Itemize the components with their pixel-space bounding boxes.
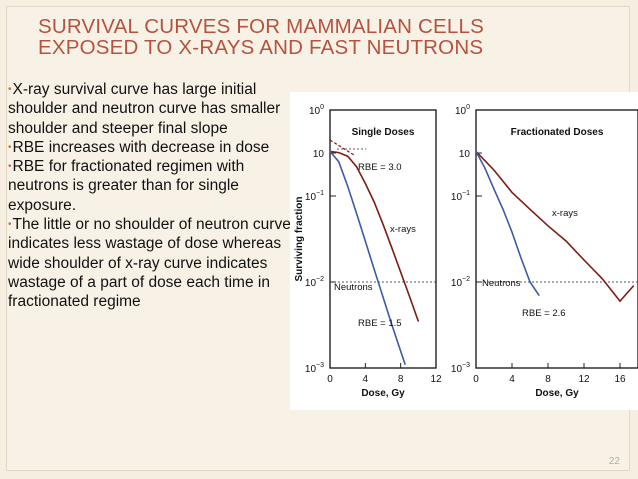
tick-label: 10−3: [451, 362, 470, 375]
tick-label: 10: [459, 149, 471, 160]
data-point: [347, 155, 349, 157]
bullet-marker-icon: •: [8, 161, 12, 173]
chart-annotation: RBE = 2.6: [522, 308, 566, 319]
data-point: [355, 212, 358, 214]
bullet-text: The little or no shoulder of neutron cur…: [8, 216, 291, 311]
tick-label: 4: [509, 374, 515, 385]
title-line-1: SURVIVAL CURVES FOR MAMMALIAN CELLS: [38, 15, 484, 38]
data-point: [382, 296, 384, 298]
tick-label: 0: [473, 374, 479, 385]
bullet-text: RBE increases with decrease in dose: [12, 138, 270, 156]
bullet-item: •X-ray survival curve has large initial …: [8, 80, 293, 138]
data-point: [391, 247, 393, 249]
data-point: [364, 240, 366, 242]
tick-label: 8: [545, 374, 551, 385]
data-point: [493, 169, 495, 171]
bullet-item: •RBE for fractionated regimen with neutr…: [8, 157, 293, 215]
data-point: [511, 231, 513, 233]
data-point: [347, 185, 349, 187]
tick-label: 10−2: [451, 276, 470, 289]
survival-curves-figure: Single Doses 100 10 10−1 10−2 10−3 0 4 8 12 Dose, …: [290, 92, 638, 410]
tick-label: 12: [578, 374, 590, 385]
data-point: [373, 268, 375, 271]
chart-annotation: Neutrons: [482, 278, 521, 289]
data-point: [475, 150, 477, 153]
slide-title: SURVIVAL CURVES FOR MAMMALIAN CELLS EXPO…: [38, 16, 558, 58]
series-line-neutrons: [329, 150, 406, 365]
data-point: [484, 167, 486, 169]
data-point: [547, 225, 549, 227]
tick-label: 4: [363, 374, 369, 385]
data-point: [538, 294, 540, 296]
tick-label: 10−1: [451, 190, 470, 203]
data-point: [364, 182, 366, 185]
data-point: [529, 208, 531, 210]
tick-label: 100: [455, 104, 470, 117]
chart-annotation: RBE = 1.5: [358, 318, 402, 329]
title-line-2: EXPOSED TO X-RAYS AND FAST NEUTRONS: [38, 36, 484, 59]
data-point: [520, 257, 522, 259]
chart-annotation: Neutrons: [334, 282, 373, 293]
tick-label: 0: [327, 374, 333, 385]
data-point: [355, 165, 358, 168]
plot-title: Fractionated Doses: [511, 127, 604, 138]
x-axis-label: Dose, Gy: [361, 388, 405, 399]
plot-frame: [329, 109, 437, 369]
x-axis-label: Dose, Gy: [535, 388, 579, 399]
series-line-x-rays: [475, 150, 635, 303]
data-point: [329, 150, 331, 153]
tick-label: 16: [614, 374, 626, 385]
bullet-text: X-ray survival curve has large initial s…: [8, 81, 281, 137]
data-point: [493, 188, 495, 190]
tick-label: 100: [309, 104, 324, 117]
data-point: [408, 295, 411, 298]
bullet-list: •X-ray survival curve has large initial …: [8, 80, 293, 312]
data-point: [417, 320, 419, 322]
data-point: [632, 285, 635, 287]
data-point: [565, 240, 567, 242]
plot-title: Single Doses: [352, 127, 415, 138]
tick-label: 10−3: [305, 362, 324, 375]
data-point: [404, 363, 406, 366]
plot-frame: [475, 109, 638, 369]
y-axis-label: Surviving fraction: [294, 196, 305, 281]
chart-annotation: x-rays: [552, 208, 578, 219]
bullet-marker-icon: •: [8, 141, 12, 153]
chart-annotation: RBE = 3.0: [358, 162, 402, 173]
series-line-x-rays: [329, 150, 420, 322]
tick-label: 10−1: [305, 190, 324, 203]
data-point: [338, 151, 340, 154]
data-point: [502, 208, 504, 210]
data-point: [583, 259, 585, 261]
bullet-item: •RBE increases with decrease in dose: [8, 138, 293, 157]
bullet-text: RBE for fractionated regimen with neutro…: [8, 158, 245, 214]
data-point: [511, 191, 513, 194]
series-line-neutrons: [475, 151, 540, 296]
bullet-marker-icon: •: [8, 84, 12, 95]
bullet-item: •The little or no shoulder of neutron cu…: [8, 215, 293, 311]
tick-label: 10−2: [305, 276, 324, 289]
data-point: [619, 300, 621, 302]
page-number: 22: [608, 456, 620, 467]
bullet-marker-icon: •: [8, 219, 12, 231]
data-point: [391, 323, 393, 326]
data-point: [529, 281, 531, 283]
data-point: [400, 271, 402, 273]
tick-label: 12: [430, 374, 442, 385]
data-point: [338, 161, 340, 163]
tick-label: 8: [398, 374, 404, 385]
data-point: [373, 201, 375, 203]
data-point: [601, 277, 603, 280]
chart-annotation: x-rays: [390, 224, 416, 235]
tick-label: 10: [313, 149, 325, 160]
data-point: [382, 223, 384, 225]
